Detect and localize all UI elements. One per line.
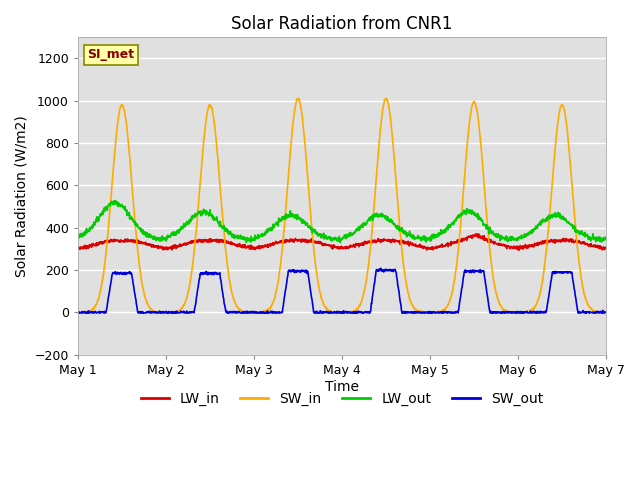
LW_out	[530, 227, 538, 232]
Line: LW_in: LW_in	[78, 234, 605, 251]
SW_out	[310, 306, 317, 312]
SW_in	[301, 140, 308, 145]
LW_in	[515, 248, 522, 253]
Line: SW_in: SW_in	[78, 98, 605, 313]
LW_out	[414, 233, 422, 239]
SW_out	[74, 310, 82, 315]
LW_in	[602, 245, 609, 251]
SW_in	[74, 309, 82, 315]
SW_out	[414, 310, 422, 315]
LW_out	[337, 240, 344, 245]
SW_in	[82, 310, 90, 316]
LW_in	[413, 244, 421, 250]
LW_out	[110, 198, 118, 204]
SW_out	[106, 289, 113, 295]
LW_out	[602, 236, 609, 242]
LW_in	[301, 239, 308, 244]
LW_out	[301, 218, 308, 224]
LW_out	[74, 236, 82, 241]
SW_in	[414, 308, 422, 313]
Legend: LW_in, SW_in, LW_out, SW_out: LW_in, SW_in, LW_out, SW_out	[135, 386, 548, 411]
LW_in	[309, 237, 317, 243]
LW_out	[310, 228, 317, 233]
SW_out	[301, 268, 308, 274]
Text: SI_met: SI_met	[88, 48, 134, 61]
Y-axis label: Solar Radiation (W/m2): Solar Radiation (W/m2)	[15, 115, 29, 277]
SW_out	[602, 309, 609, 315]
LW_out	[106, 202, 113, 207]
Title: Solar Radiation from CNR1: Solar Radiation from CNR1	[231, 15, 452, 33]
SW_in	[355, 304, 363, 310]
Line: SW_out: SW_out	[78, 268, 605, 313]
SW_out	[75, 310, 83, 316]
SW_out	[377, 265, 385, 271]
LW_out	[356, 227, 364, 233]
SW_in	[106, 213, 113, 219]
SW_out	[355, 309, 363, 315]
SW_in	[383, 96, 390, 101]
LW_in	[74, 244, 82, 250]
SW_out	[530, 309, 538, 314]
X-axis label: Time: Time	[325, 380, 359, 394]
SW_in	[530, 306, 538, 312]
LW_in	[106, 238, 113, 244]
LW_in	[355, 244, 363, 250]
SW_in	[602, 310, 609, 315]
Line: LW_out: LW_out	[78, 201, 605, 242]
LW_in	[473, 231, 481, 237]
LW_in	[530, 242, 538, 248]
SW_in	[310, 241, 317, 247]
